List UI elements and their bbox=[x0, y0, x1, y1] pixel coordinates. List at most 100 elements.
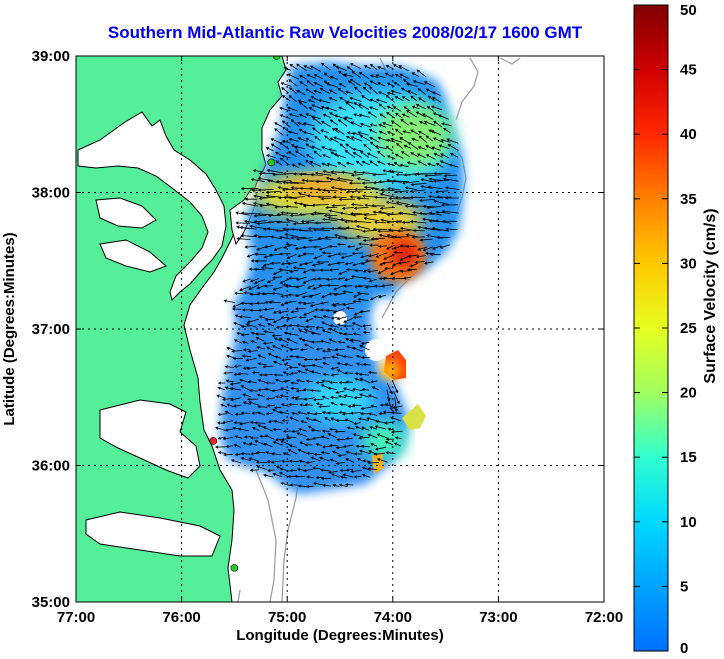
velocity-arrow bbox=[392, 381, 399, 394]
velocity-arrow bbox=[290, 381, 299, 385]
velocity-arrow bbox=[322, 329, 332, 334]
velocity-arrow bbox=[401, 96, 410, 102]
velocity-arrow bbox=[288, 138, 299, 142]
velocity-arrow bbox=[278, 268, 291, 272]
velocity-arrow bbox=[369, 294, 380, 301]
velocity-arrow bbox=[328, 97, 338, 102]
velocity-arrow bbox=[344, 371, 354, 375]
velocity-arrow bbox=[369, 426, 378, 430]
velocity-arrow bbox=[297, 448, 308, 454]
velocity-arrow bbox=[355, 225, 371, 230]
velocity-arrow bbox=[287, 293, 299, 297]
velocity-arrow bbox=[257, 177, 274, 182]
velocity-arrow bbox=[444, 196, 459, 200]
velocity-arrow bbox=[217, 381, 226, 385]
velocity-arrow bbox=[295, 324, 306, 328]
velocity-arrow bbox=[351, 403, 362, 407]
velocity-arrow bbox=[242, 348, 250, 352]
velocity-arrow bbox=[248, 457, 259, 462]
velocity-arrow bbox=[320, 339, 331, 344]
velocity-arrow bbox=[347, 245, 356, 249]
velocity-arrow bbox=[240, 457, 251, 461]
velocity-arrow bbox=[423, 261, 434, 265]
velocity-arrow bbox=[362, 362, 371, 367]
velocity-arrow bbox=[310, 370, 322, 375]
velocity-arrow bbox=[264, 434, 275, 440]
velocity-arrow bbox=[382, 276, 393, 281]
velocity-arrow bbox=[415, 172, 434, 176]
velocity-arrow bbox=[337, 119, 348, 127]
velocity-arrow bbox=[337, 394, 346, 398]
velocity-arrow bbox=[240, 333, 250, 337]
velocity-arrow bbox=[400, 118, 409, 126]
data-gap-center bbox=[333, 311, 347, 325]
velocity-arrow bbox=[233, 339, 242, 344]
velocity-arrow bbox=[249, 224, 267, 230]
velocity-arrow bbox=[325, 82, 338, 88]
velocity-arrow bbox=[262, 365, 274, 369]
velocity-arrow bbox=[392, 179, 410, 183]
velocity-arrow bbox=[264, 318, 275, 322]
velocity-arrow bbox=[302, 364, 313, 368]
velocity-arrow bbox=[416, 69, 426, 77]
velocity-arrow bbox=[280, 344, 292, 350]
velocity-arrow bbox=[355, 246, 363, 251]
velocity-arrow bbox=[300, 348, 308, 352]
velocity-arrow bbox=[386, 138, 396, 143]
velocity-arrow bbox=[281, 419, 289, 423]
velocity-arrow bbox=[416, 255, 427, 259]
velocity-arrow bbox=[295, 389, 305, 393]
velocity-arrow bbox=[322, 113, 332, 119]
velocity-arrow bbox=[282, 371, 292, 376]
velocity-arrow bbox=[253, 214, 267, 218]
velocity-arrow bbox=[255, 301, 265, 305]
velocity-arrow bbox=[297, 121, 306, 126]
velocity-arrow bbox=[254, 259, 267, 263]
velocity-arrow bbox=[345, 338, 355, 343]
velocity-arrow bbox=[248, 401, 260, 406]
velocity-arrow bbox=[330, 366, 339, 370]
velocity-arrow bbox=[229, 382, 241, 386]
velocity-arrow bbox=[399, 163, 409, 168]
velocity-arrow bbox=[278, 410, 290, 415]
velocity-arrow bbox=[296, 90, 306, 96]
velocity-arrow bbox=[378, 180, 395, 184]
velocity-arrow bbox=[320, 476, 332, 481]
velocity-arrow bbox=[315, 325, 324, 330]
velocity-arrow bbox=[233, 443, 242, 448]
velocity-arrow bbox=[350, 136, 363, 142]
velocity-arrow bbox=[356, 196, 370, 201]
velocity-arrow bbox=[425, 145, 434, 150]
velocity-arrow bbox=[333, 284, 346, 291]
velocity-arrow bbox=[319, 468, 331, 472]
velocity-arrow bbox=[302, 268, 313, 274]
velocity-arrow bbox=[334, 233, 346, 238]
velocity-arrow bbox=[240, 411, 251, 415]
velocity-arrow bbox=[385, 451, 396, 455]
velocity-arrow bbox=[374, 425, 386, 430]
colorbar-tick-label: 45 bbox=[680, 62, 697, 79]
velocity-arrow bbox=[358, 310, 370, 314]
velocity-arrow bbox=[329, 112, 338, 118]
velocity-arrow bbox=[385, 145, 393, 152]
y-tick-label: 38:00 bbox=[32, 185, 70, 202]
velocity-arrow bbox=[313, 89, 323, 94]
velocity-arrow bbox=[410, 129, 420, 136]
velocity-arrow bbox=[318, 405, 330, 409]
velocity-arrow bbox=[306, 80, 315, 87]
velocity-arrow bbox=[393, 162, 401, 168]
velocity-arrow bbox=[356, 362, 364, 366]
velocity-arrow bbox=[225, 444, 234, 448]
velocity-arrow bbox=[356, 291, 369, 295]
velocity-arrow bbox=[418, 135, 428, 144]
velocity-arrow bbox=[256, 284, 267, 290]
velocity-arrow bbox=[256, 346, 265, 350]
velocity-arrow bbox=[263, 307, 274, 312]
velocity-arrow bbox=[257, 379, 267, 383]
station-marker bbox=[267, 158, 276, 167]
velocity-arrow bbox=[346, 268, 356, 272]
velocity-arrow bbox=[431, 96, 442, 103]
velocity-arrow bbox=[281, 437, 292, 441]
velocity-arrow bbox=[378, 103, 386, 110]
velocity-arrow bbox=[351, 71, 361, 79]
